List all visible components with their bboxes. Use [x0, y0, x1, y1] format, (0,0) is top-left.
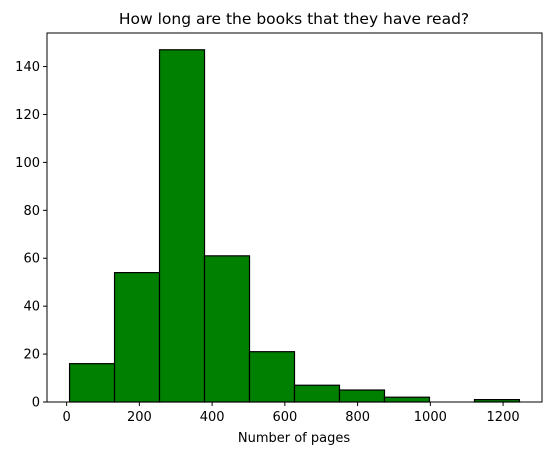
chart-title: How long are the books that they have re…: [119, 10, 469, 28]
x-tick-label-6: 1200: [487, 410, 520, 425]
x-tick-label-4: 800: [345, 410, 370, 425]
bars-group: [68, 49, 521, 403]
y-tick-label-4: 80: [23, 204, 40, 219]
histogram-bar-1: [113, 272, 161, 403]
histogram-bar-0: [68, 363, 116, 403]
histogram-bar-5: [293, 384, 341, 403]
y-tick-label-5: 100: [15, 156, 40, 171]
y-tick-label-1: 20: [23, 348, 40, 363]
histogram-bar-4: [248, 351, 296, 403]
x-tick-label-1: 200: [127, 410, 152, 425]
y-tick-label-3: 60: [23, 252, 40, 267]
plot-frame: [46, 32, 543, 403]
x-tick-label-5: 1000: [414, 410, 447, 425]
histogram-bar-7: [383, 396, 431, 403]
y-tick-label-0: 0: [32, 396, 40, 411]
y-tick-label-7: 140: [15, 60, 40, 75]
x-tick-label-2: 400: [200, 410, 225, 425]
x-tick-label-0: 0: [62, 410, 70, 425]
y-axis-ticks: 0 20 40 60 80 100 120 140: [15, 60, 47, 411]
x-axis-label: Number of pages: [238, 431, 350, 446]
histogram-bar-2: [158, 49, 206, 403]
histogram-bar-3: [203, 255, 251, 403]
y-tick-label-2: 40: [23, 300, 40, 315]
y-tick-label-6: 120: [15, 108, 40, 123]
x-tick-label-3: 600: [272, 410, 297, 425]
x-axis-ticks: 0 200 400 600 800 1000 1200: [62, 402, 520, 425]
histogram-bar-6: [338, 389, 386, 403]
